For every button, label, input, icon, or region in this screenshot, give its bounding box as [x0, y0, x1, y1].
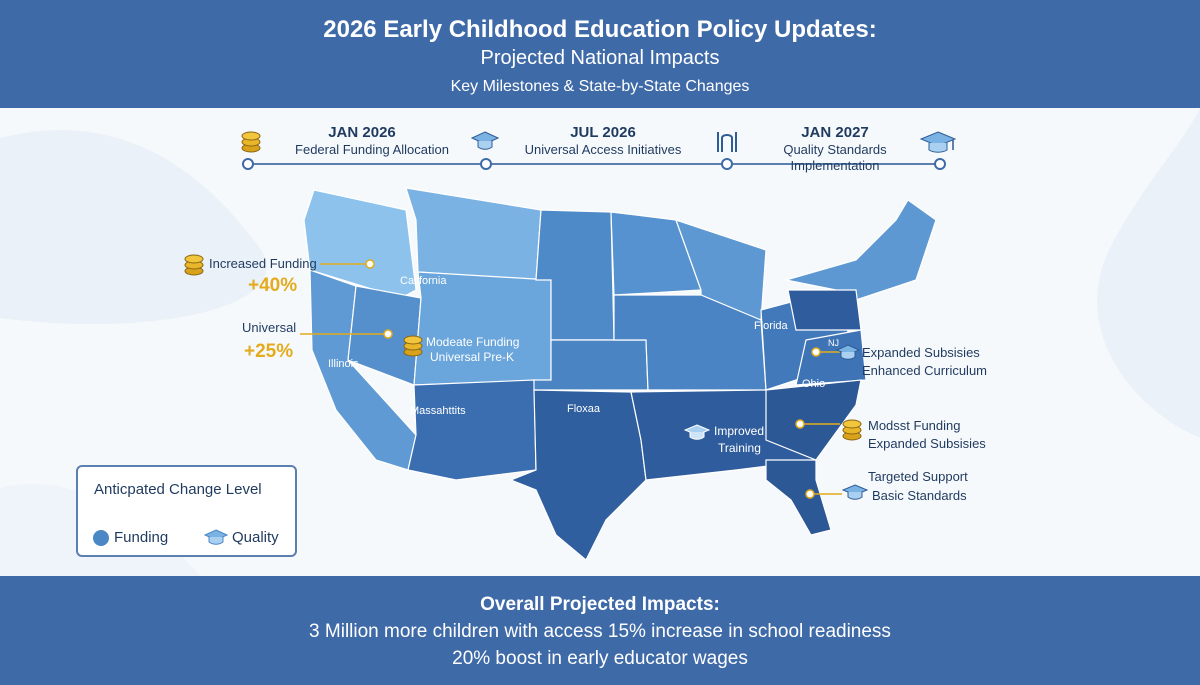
- coin-stack-icon-right: [842, 419, 862, 441]
- callout-increased-funding-value: +40%: [248, 275, 298, 296]
- building-icon: [717, 132, 737, 152]
- quality-cap-icon: [204, 529, 228, 545]
- page-title: 2026 Early Childhood Education Policy Up…: [323, 16, 877, 43]
- callout-increased-funding: Increased Funding: [209, 256, 317, 271]
- us-map: [303, 187, 937, 560]
- map-label-florida: Florida: [754, 320, 788, 332]
- page-subtitle: Projected National Impacts: [480, 47, 720, 69]
- footer-title: Overall Projected Impacts:: [480, 594, 720, 615]
- map-label-floxaa: Floxaa: [567, 403, 601, 415]
- map-label-illinois: Illinois: [328, 358, 359, 370]
- legend-quality: Quality: [232, 529, 279, 546]
- map-label-ohio: Ohio: [802, 378, 826, 390]
- graduation-cap-icon-right-2: [842, 484, 868, 500]
- map-label-improved-2: Training: [718, 441, 761, 455]
- map-region-carolinas: [765, 379, 862, 461]
- callout-targeted-1: Targeted Support: [868, 469, 968, 484]
- map-region-florida: [765, 459, 832, 536]
- graduation-cap-icon-2: [920, 131, 956, 153]
- callout-universal-value: +25%: [244, 341, 294, 362]
- map-region-virginia: [795, 329, 867, 386]
- map-label-nj: NJ: [828, 338, 839, 348]
- map-label-massachusetts: Massahttits: [410, 405, 466, 417]
- callout-modest-2: Expanded Subsisies: [868, 436, 986, 451]
- timeline-date-1: JAN 2026: [328, 124, 396, 141]
- timeline-track: [242, 158, 946, 170]
- map-label-moderate-2: Universal Pre-K: [430, 350, 515, 364]
- footer-banner: Overall Projected Impacts: 3 Million mor…: [0, 576, 1200, 685]
- footer-line-2: 20% boost in early educator wages: [452, 648, 748, 669]
- callout-targeted-2: Basic Standards: [872, 488, 967, 503]
- graduation-cap-icon: [471, 131, 499, 150]
- map-region-midwest: [613, 294, 767, 391]
- legend-title: Anticpated Change Level: [94, 481, 262, 498]
- legend-funding: Funding: [114, 529, 169, 546]
- callout-expanded-1: Expanded Subsisies: [862, 345, 980, 360]
- callout-expanded-2: Enhanced Curriculum: [862, 363, 988, 378]
- footer-line-1: 3 Million more children with access 15% …: [309, 621, 891, 642]
- header-banner: 2026 Early Childhood Education Policy Up…: [0, 0, 1200, 108]
- callout-universal: Universal: [242, 320, 297, 335]
- map-label-california: California: [400, 275, 447, 287]
- page-tagline: Key Milestones & State-by-State Changes: [450, 78, 750, 95]
- timeline-label-2: Universal Access Initiatives: [524, 142, 682, 157]
- timeline-date-2: JUL 2026: [570, 124, 636, 141]
- legend-box: Anticpated Change Level Funding Quality: [76, 465, 297, 557]
- coin-stack-icon-map: [403, 335, 423, 357]
- callout-modest-1: Modsst Funding: [868, 418, 961, 433]
- timeline-label-3-line1: Quality Standards: [783, 142, 887, 157]
- graduation-cap-icon-map: [684, 424, 710, 440]
- map-label-improved-1: Improved: [714, 424, 765, 438]
- funding-dot-icon: [93, 530, 109, 546]
- coin-stack-icon: [241, 131, 261, 153]
- coin-stack-icon-left: [184, 254, 204, 276]
- timeline-label-1: Federal Funding Allocation: [295, 142, 449, 157]
- timeline-date-3: JAN 2027: [801, 124, 869, 141]
- graduation-cap-icon-right-1: [836, 344, 860, 360]
- map-label-moderate-1: Modeate Funding: [426, 335, 520, 349]
- timeline-label-3-line2: Implementation: [790, 158, 880, 173]
